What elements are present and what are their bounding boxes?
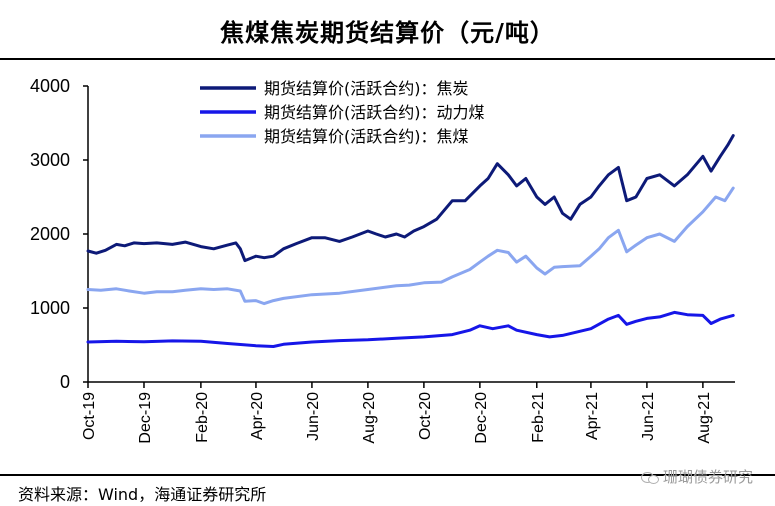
x-tick-label: Apr-21 bbox=[584, 392, 601, 440]
y-tick-label: 4000 bbox=[30, 76, 70, 96]
axes bbox=[83, 85, 735, 388]
y-axis-tick-labels: 0 1000 2000 3000 4000 bbox=[30, 76, 70, 392]
watermark-text: 珊瑚债券研究 bbox=[662, 468, 753, 486]
y-tick-label: 0 bbox=[60, 372, 70, 392]
title-divider bbox=[0, 58, 775, 60]
wechat-icon bbox=[640, 470, 659, 484]
source-note: 资料来源：Wind，海通证券研究所 bbox=[18, 485, 267, 504]
x-tick-label: Jun-20 bbox=[305, 392, 322, 441]
series-line-1 bbox=[86, 134, 735, 263]
title-bar: 焦煤焦炭期货结算价（元/吨） bbox=[0, 0, 775, 60]
x-tick-label: Aug-21 bbox=[696, 392, 713, 444]
chart-title: 焦煤焦炭期货结算价（元/吨） bbox=[220, 18, 555, 47]
x-tick-label: Feb-21 bbox=[530, 392, 547, 443]
legend-label-3: 期货结算价(活跃合约)：焦煤 bbox=[264, 127, 469, 146]
y-tick-label: 3000 bbox=[30, 150, 70, 170]
legend-label-1: 期货结算价(活跃合约)：焦炭 bbox=[264, 79, 469, 98]
y-tick-label: 2000 bbox=[30, 224, 70, 244]
x-tick-label: Oct-19 bbox=[81, 392, 98, 440]
y-tick-label: 1000 bbox=[30, 298, 70, 318]
series-line-3 bbox=[86, 186, 735, 306]
x-tick-label: Apr-20 bbox=[249, 392, 266, 440]
legend-label-2: 期货结算价(活跃合约)：动力煤 bbox=[264, 103, 485, 122]
x-tick-label: Feb-20 bbox=[194, 392, 211, 443]
series-lines bbox=[86, 134, 735, 348]
x-tick-label: Dec-19 bbox=[137, 392, 154, 444]
x-tick-label: Dec-20 bbox=[473, 392, 490, 444]
series-line-2 bbox=[86, 310, 735, 348]
x-axis-tick-labels: Oct-19 Dec-19 Feb-20 Apr-20 Jun-20 Aug-20 Oct-… bbox=[81, 392, 713, 444]
x-tick-label: Oct-20 bbox=[417, 392, 434, 440]
x-tick-label: Jun-21 bbox=[640, 392, 657, 441]
line-chart: 0 1000 2000 3000 4000 Oct-19 Dec-19 Feb-20 Apr-… bbox=[30, 76, 735, 444]
source-divider bbox=[0, 474, 775, 476]
x-tick-label: Aug-20 bbox=[361, 392, 378, 444]
watermark: 珊瑚债券研究 bbox=[640, 466, 753, 487]
legend: 期货结算价(活跃合约)：焦炭期货结算价(活跃合约)：动力煤期货结算价(活跃合约)… bbox=[200, 79, 485, 146]
